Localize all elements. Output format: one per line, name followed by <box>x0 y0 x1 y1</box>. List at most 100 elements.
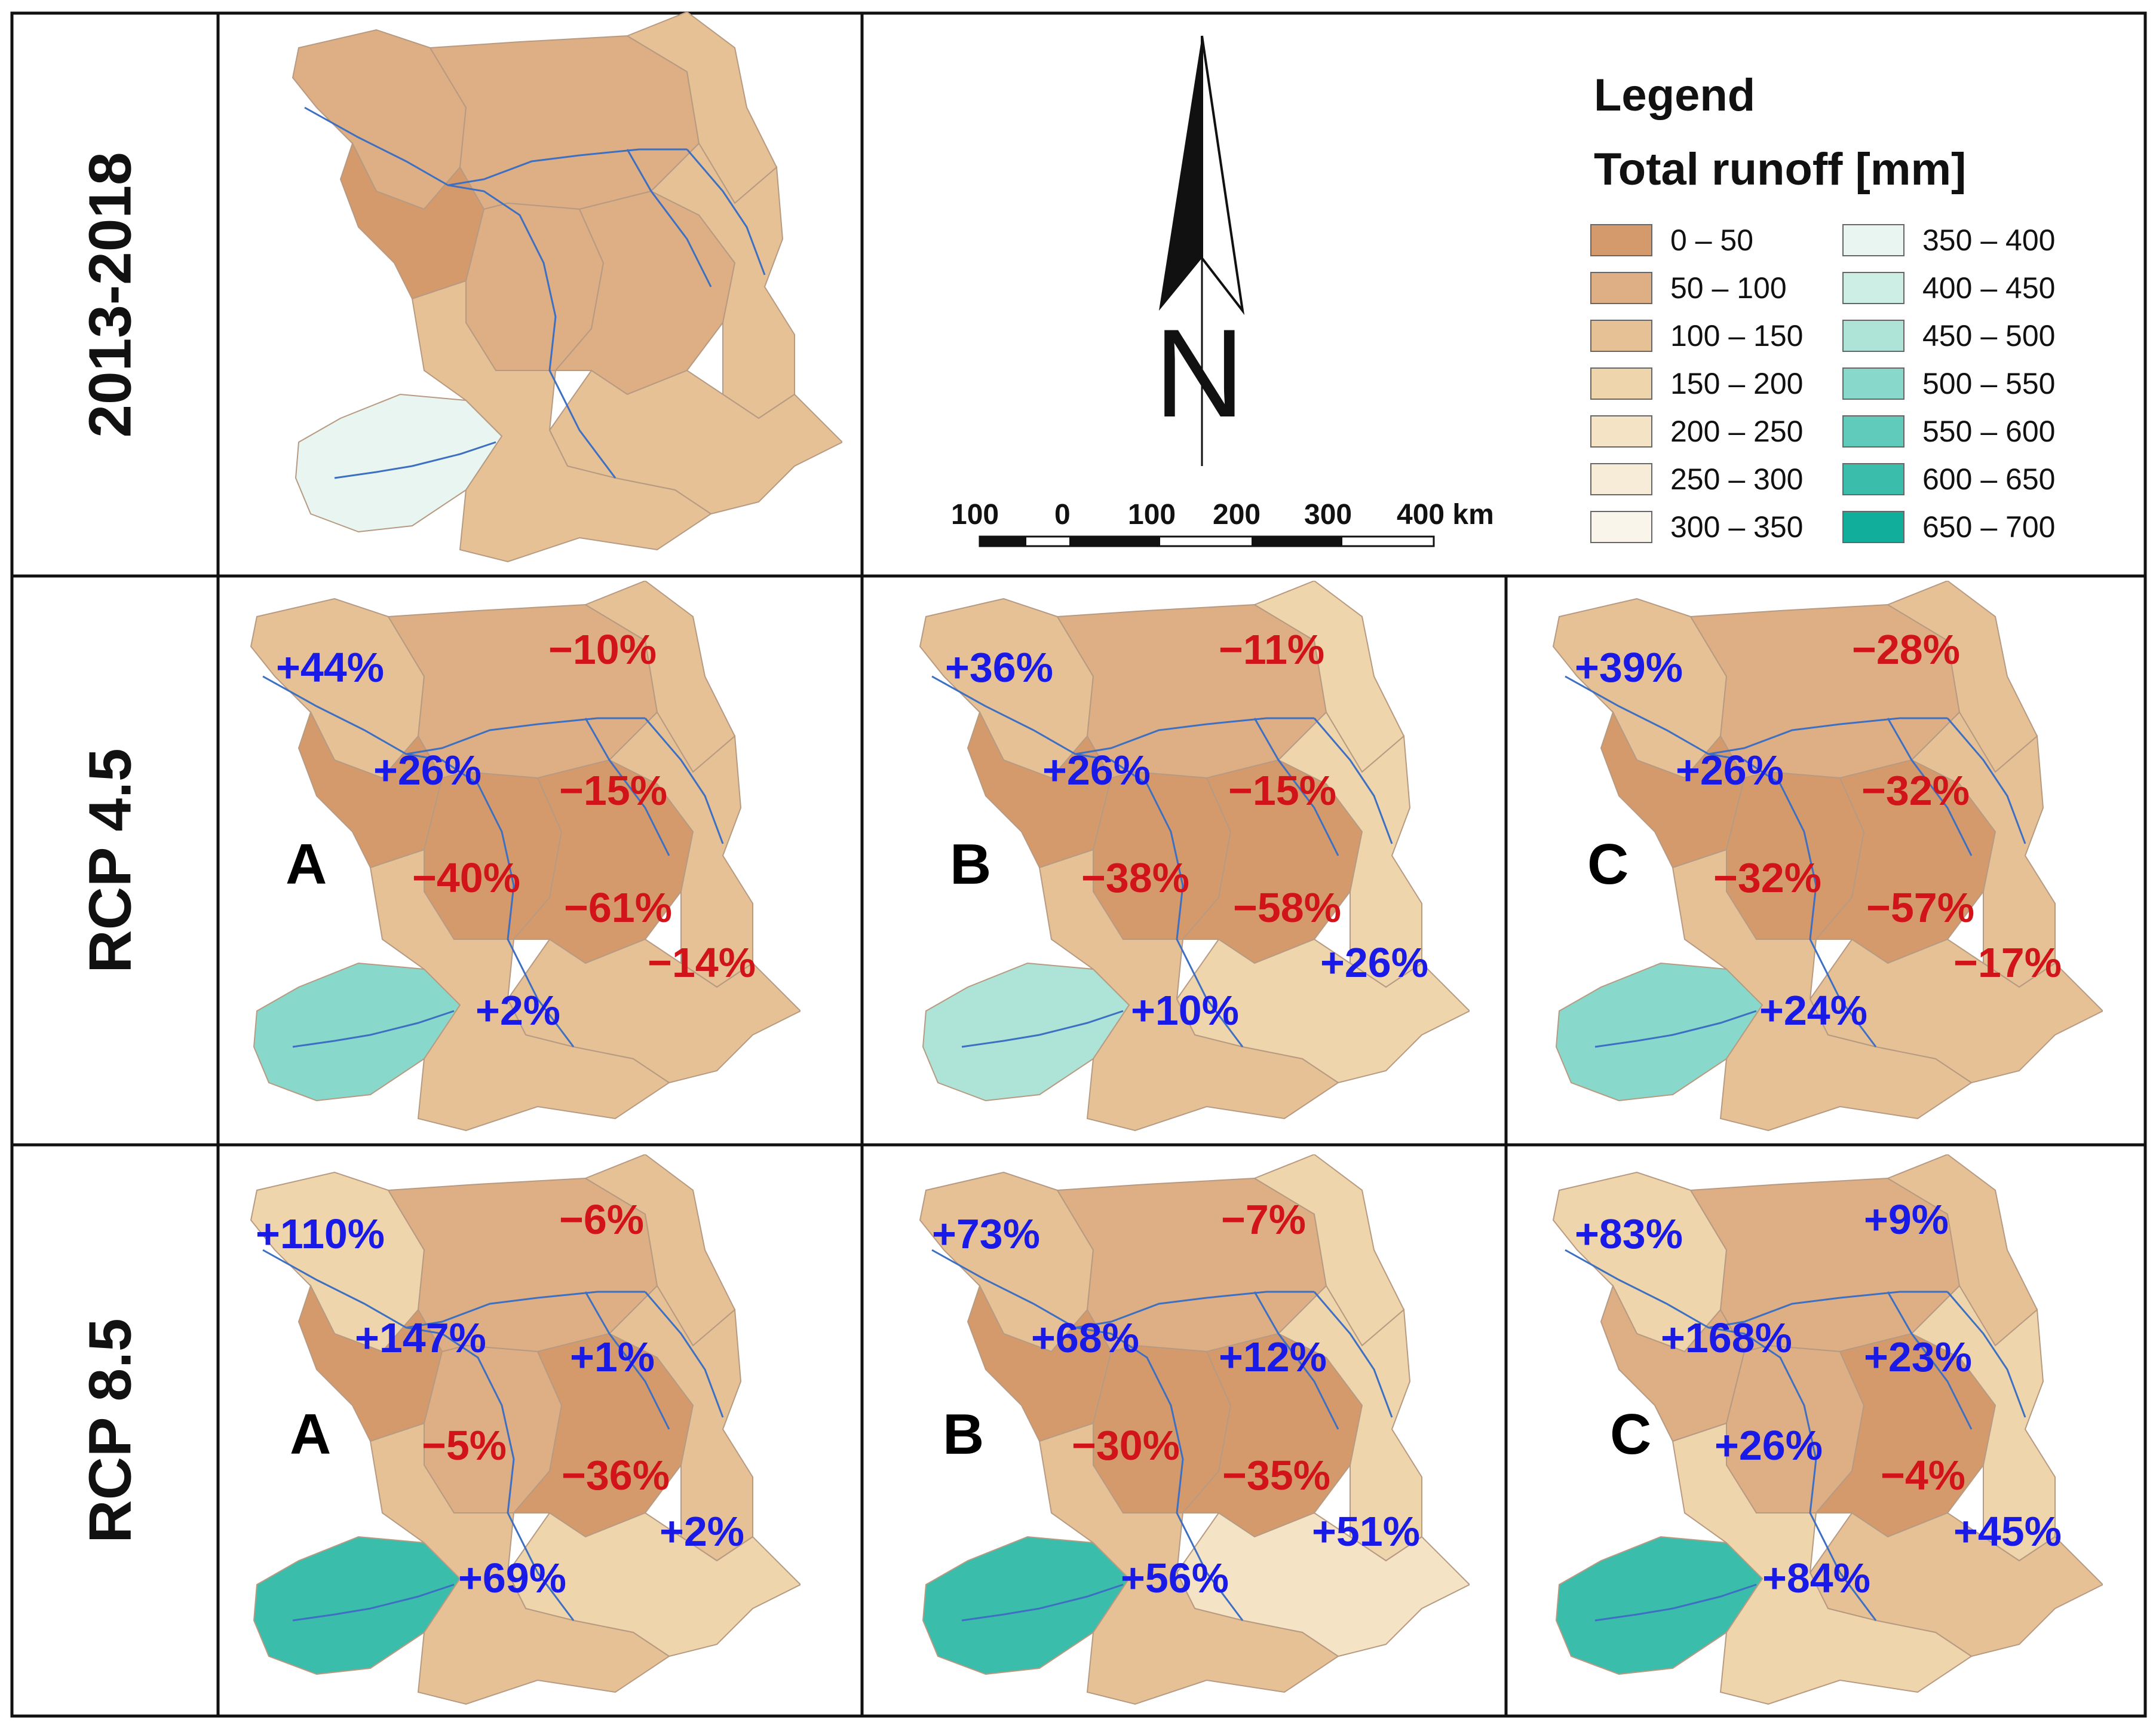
change-label: +83% <box>1575 1211 1683 1257</box>
change-label: −57% <box>1866 884 1974 931</box>
change-label: +26% <box>373 747 482 793</box>
change-label: +168% <box>1661 1315 1792 1361</box>
river-line <box>1313 1291 1393 1418</box>
change-label: +73% <box>932 1211 1040 1257</box>
map-rcp45-c <box>1552 581 2103 1132</box>
change-label: −17% <box>1953 939 2062 986</box>
river-line <box>447 148 687 186</box>
legend-item: 500 – 550 <box>1842 366 2055 402</box>
legend-label: 350 – 400 <box>1922 223 2056 257</box>
change-label: +56% <box>1121 1555 1229 1601</box>
river-line <box>931 1249 1244 1621</box>
scale-tick: 100 <box>1128 499 1176 531</box>
change-label: +147% <box>355 1315 486 1361</box>
river-line <box>1253 1291 1339 1430</box>
legend-item: 600 – 650 <box>1842 461 2055 497</box>
river-line <box>644 1291 724 1418</box>
legend-swatch <box>1590 224 1652 256</box>
legend-swatch <box>1842 272 1904 304</box>
legend-swatch <box>1590 320 1652 352</box>
change-label: +24% <box>1759 987 1867 1034</box>
change-label: −35% <box>1222 1452 1330 1499</box>
map-baseline <box>292 12 842 563</box>
change-label: −28% <box>1852 626 1960 673</box>
river-line <box>626 149 712 287</box>
change-label: −15% <box>559 767 667 814</box>
legend-swatch <box>1842 224 1904 256</box>
north-arrow <box>1159 35 1245 466</box>
row-label-rcp45: RCP 4.5 <box>76 747 144 973</box>
change-label: +44% <box>276 644 384 691</box>
legend-item: 150 – 200 <box>1590 366 1803 402</box>
legend-item: 100 – 150 <box>1590 318 1803 354</box>
river-line <box>1075 717 1314 755</box>
legend-item: 50 – 100 <box>1590 270 1787 306</box>
river-line <box>1075 1291 1314 1329</box>
river-line <box>1708 717 1948 755</box>
river-line <box>406 1291 645 1329</box>
river-line <box>1594 1010 1757 1048</box>
legend-label: 450 – 500 <box>1922 319 2056 353</box>
river-line <box>1565 675 1877 1047</box>
basin-s <box>369 848 670 1132</box>
legend-swatch <box>1590 367 1652 400</box>
change-label: +10% <box>1131 987 1239 1034</box>
river-line <box>931 675 1244 1047</box>
change-label: +26% <box>1320 939 1428 986</box>
river-line <box>262 1249 575 1621</box>
change-label: +36% <box>945 644 1053 691</box>
change-label: −32% <box>1713 854 1821 901</box>
basin-s <box>1038 848 1339 1132</box>
legend-swatch <box>1842 320 1904 352</box>
river-line <box>406 717 645 755</box>
scale-bar <box>979 535 1435 547</box>
legend-label: 300 – 350 <box>1670 510 1804 544</box>
legend-item: 450 – 500 <box>1842 318 2055 354</box>
change-label: +84% <box>1762 1555 1870 1601</box>
basin-s <box>1672 848 1973 1132</box>
change-label: +2% <box>660 1508 745 1555</box>
change-label: −36% <box>562 1452 670 1499</box>
map-rcp85-a <box>250 1154 801 1705</box>
change-label: +23% <box>1864 1334 1972 1380</box>
change-label: +12% <box>1219 1334 1327 1380</box>
river-line <box>262 675 575 1047</box>
legend-title: Legend <box>1594 70 1756 121</box>
river-line <box>584 1291 670 1430</box>
change-label: +51% <box>1312 1508 1420 1555</box>
legend-swatch <box>1590 463 1652 495</box>
legend-label: 0 – 50 <box>1670 223 1754 257</box>
scale-tick: 0 <box>1054 499 1071 531</box>
river-line <box>961 1583 1124 1622</box>
legend-item: 400 – 450 <box>1842 270 2055 306</box>
river-line <box>1313 718 1393 844</box>
legend-swatch <box>1590 511 1652 543</box>
legend-swatch <box>1842 511 1904 543</box>
change-label: +26% <box>1715 1422 1823 1469</box>
river-line <box>304 106 617 479</box>
legend-swatch <box>1842 463 1904 495</box>
change-label: −5% <box>422 1422 507 1469</box>
model-label-rcp85-c: C <box>1610 1402 1652 1466</box>
change-label: +69% <box>458 1555 566 1601</box>
legend-item: 650 – 700 <box>1842 509 2055 545</box>
legend-item: 250 – 300 <box>1590 461 1803 497</box>
river-line <box>334 441 496 479</box>
river-line <box>1946 1291 2026 1418</box>
basin-s <box>1672 1422 1973 1705</box>
change-label: −10% <box>548 626 657 673</box>
legend-label: 600 – 650 <box>1922 462 2056 496</box>
legend-subtitle: Total runoff [mm] <box>1594 144 1967 195</box>
legend-label: 550 – 600 <box>1922 415 2056 448</box>
row-label-rcp85: RCP 8.5 <box>76 1318 144 1543</box>
river-line <box>292 1583 455 1622</box>
row-label-baseline: 2013-2018 <box>76 151 144 438</box>
change-label: −30% <box>1072 1422 1180 1469</box>
scale-tick: 200 <box>1213 499 1261 531</box>
map-rcp85-c <box>1552 1154 2103 1705</box>
basin-s <box>1038 1422 1339 1705</box>
change-label: +9% <box>1864 1196 1949 1243</box>
model-label-rcp45-c: C <box>1587 832 1629 896</box>
change-label: +2% <box>476 987 561 1034</box>
